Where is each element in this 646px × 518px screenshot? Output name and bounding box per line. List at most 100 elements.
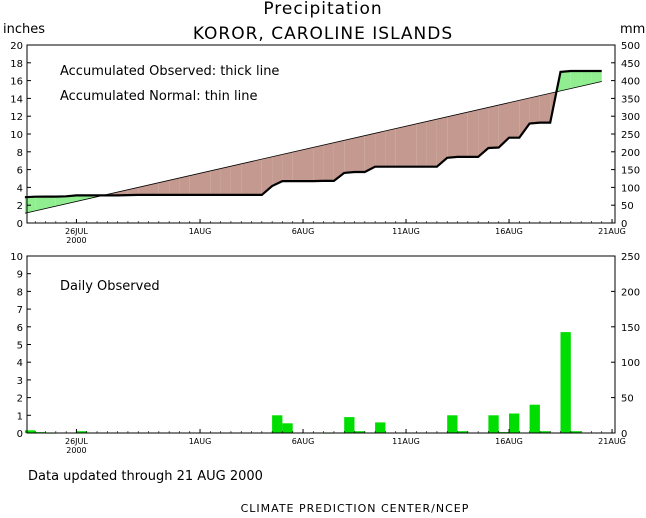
surplus-area [591, 71, 602, 84]
accumulated-right-tick-label: 400 [621, 77, 640, 88]
deficit-area [230, 163, 242, 195]
deficit-area [447, 114, 458, 158]
deficit-area [354, 135, 365, 172]
accumulated-right-tick-label: 500 [621, 41, 640, 52]
deficit-area [117, 189, 128, 196]
daily-left-tick-label: 8 [17, 287, 23, 298]
deficit-area [251, 159, 262, 195]
deficit-area [200, 170, 211, 195]
deficit-area [292, 149, 303, 182]
daily-right-tick-label: 50 [621, 394, 634, 405]
surplus-area [560, 71, 571, 91]
deficit-area [509, 100, 520, 138]
daily-bar [447, 415, 458, 433]
daily-x-tick-label: 11AUG [392, 437, 420, 446]
deficit-area [344, 137, 355, 173]
daily-bar [344, 417, 355, 433]
deficit-area [436, 116, 448, 167]
daily-bar [282, 423, 293, 433]
accumulated-right-tick-label: 350 [621, 94, 640, 105]
left-axis-unit-label: inches [3, 22, 45, 37]
accumulated-x-tick-label: 21AUG [598, 227, 626, 236]
deficit-area [539, 93, 551, 123]
legend-normal: Accumulated Normal: thin line [60, 89, 258, 104]
deficit-area [478, 107, 489, 157]
deficit-area [375, 130, 386, 167]
daily-right-tick-label: 0 [621, 429, 627, 440]
accumulated-x-tick-label: 16AUG [495, 227, 523, 236]
accumulated-left-tick-label: 20 [10, 41, 23, 52]
chart-title: Precipitation [263, 0, 382, 19]
deficit-area [169, 177, 180, 195]
accumulated-right-tick-label: 300 [621, 112, 640, 123]
daily-right-tick-label: 150 [621, 323, 640, 334]
deficit-area [282, 152, 293, 182]
surplus-area [35, 196, 46, 211]
right-axis-unit-label: mm [620, 22, 645, 37]
deficit-area [323, 142, 334, 181]
accumulated-right-tick-label: 450 [621, 59, 640, 70]
daily-right-tick-label: 100 [621, 358, 640, 369]
accumulated-right-tick-label: 200 [621, 148, 640, 159]
deficit-area [179, 175, 190, 195]
accumulated-right-tick-label: 100 [621, 183, 640, 194]
daily-left-tick-label: 0 [17, 429, 23, 440]
accumulated-right-tick-label: 0 [621, 219, 627, 230]
daily-x-tick-year: 2000 [66, 446, 86, 455]
accumulated-left-tick-label: 10 [10, 130, 23, 141]
accumulated-right-tick-label: 250 [621, 130, 640, 141]
deficit-area [241, 161, 252, 195]
daily-left-tick-label: 9 [17, 270, 23, 281]
daily-left-tick-label: 6 [17, 323, 23, 334]
daily-x-tick-label: 26JUL [65, 437, 88, 446]
daily-left-tick-label: 5 [17, 341, 23, 352]
accumulated-x-tick-label: 11AUG [392, 227, 420, 236]
daily-panel: 01234567891005010015020025026JUL20001AUG… [10, 252, 640, 455]
accumulated-left-tick-label: 0 [17, 219, 23, 230]
daily-left-tick-label: 3 [17, 376, 23, 387]
legend-observed: Accumulated Observed: thick line [60, 64, 279, 79]
daily-left-tick-label: 2 [17, 394, 23, 405]
surplus-area [76, 195, 87, 202]
accumulated-left-tick-label: 6 [17, 166, 23, 177]
chart-subtitle: KOROR, CAROLINE ISLANDS [193, 24, 453, 44]
accumulated-left-tick-label: 16 [10, 77, 23, 88]
normal-line [24, 81, 602, 214]
accumulated-left-tick-label: 12 [10, 112, 23, 123]
accumulated-left-tick-label: 4 [17, 183, 23, 194]
deficit-area [158, 180, 170, 195]
daily-bar [509, 413, 520, 433]
deficit-area [364, 133, 376, 172]
deficit-area [220, 166, 231, 195]
daily-right-tick-label: 200 [621, 287, 640, 298]
daily-bar [354, 431, 365, 433]
daily-left-tick-label: 7 [17, 305, 23, 316]
deficit-area [416, 121, 427, 167]
deficit-area [303, 147, 314, 182]
accumulated-x-tick-label: 1AUG [189, 227, 212, 236]
daily-bar [272, 415, 283, 433]
credit-line: CLIMATE PREDICTION CENTER/NCEP [241, 502, 470, 515]
deficit-area [210, 168, 221, 195]
accumulated-left-tick-label: 18 [10, 59, 23, 70]
accumulated-left-tick-label: 2 [17, 201, 23, 212]
daily-bar [560, 332, 571, 433]
accumulated-right-tick-label: 150 [621, 166, 640, 177]
accumulated-left-tick-label: 8 [17, 148, 23, 159]
surplus-area [55, 196, 67, 207]
daily-bar [539, 431, 551, 433]
deficit-area [498, 102, 509, 148]
accumulated-x-tick-label: 6AUG [292, 227, 315, 236]
accumulated-panel: 0246810121416182005010015020025030035040… [3, 22, 645, 245]
accumulated-left-tick-label: 14 [10, 94, 23, 105]
daily-left-tick-label: 4 [17, 358, 23, 369]
daily-bar [76, 431, 87, 433]
daily-x-tick-label: 6AUG [292, 437, 315, 446]
daily-bar [375, 422, 386, 433]
legend-daily: Daily Observed [60, 279, 160, 294]
accumulated-x-tick-label: 26JUL [65, 227, 88, 236]
deficit-area [148, 182, 159, 195]
data-updated-note: Data updated through 21 AUG 2000 [28, 469, 263, 484]
daily-right-tick-label: 250 [621, 252, 640, 263]
